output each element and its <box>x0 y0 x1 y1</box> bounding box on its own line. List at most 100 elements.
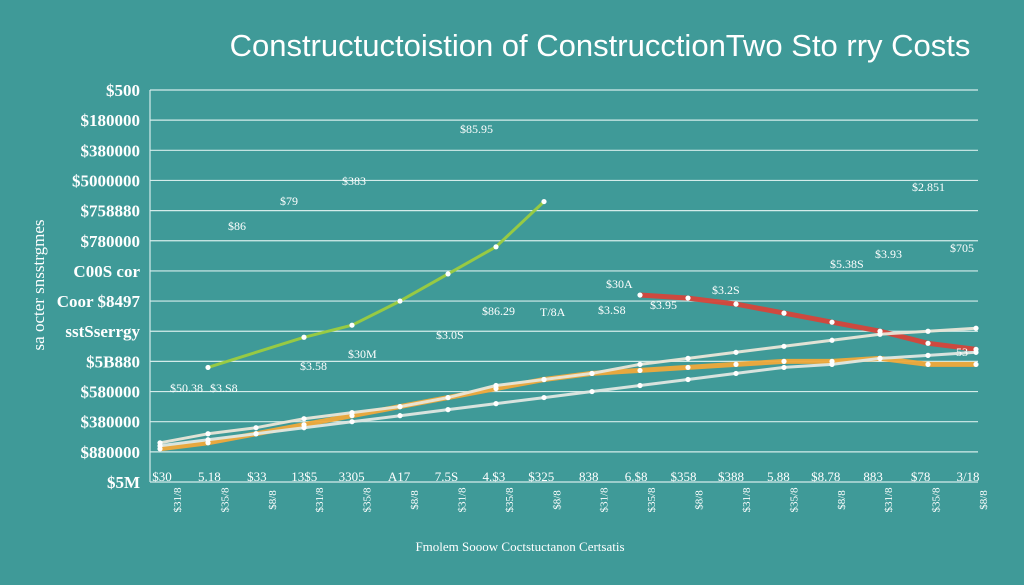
data-annotation: $3.2S <box>712 283 740 297</box>
series-point <box>781 343 787 349</box>
data-annotation: $705 <box>950 241 974 255</box>
chart-title: Constructuctoistion of ConstrucctionTwo … <box>230 28 971 63</box>
data-annotation: $3.S8 <box>598 303 626 317</box>
y-tick-label: $5B880 <box>86 352 140 371</box>
x-sub-label: $35/8 <box>504 487 516 513</box>
series-point <box>733 361 739 367</box>
data-annotation: $383 <box>342 174 366 188</box>
series-point <box>253 431 259 437</box>
x-sub-label: $35/8 <box>646 487 658 513</box>
data-annotation: $85.95 <box>460 122 493 136</box>
x-tick-label: $78 <box>911 469 931 484</box>
y-tick-label: $880000 <box>81 443 141 462</box>
series-point <box>829 337 835 343</box>
y-tick-label: $758880 <box>81 202 141 221</box>
y-tick-label: $5M <box>107 473 140 492</box>
x-sub-label: $8/8 <box>694 490 706 510</box>
data-annotation: T/8A <box>540 305 566 319</box>
data-annotation: $79 <box>280 194 298 208</box>
series-point <box>925 340 931 346</box>
y-tick-label: sstSserrgy <box>65 322 140 341</box>
series-point <box>493 401 499 407</box>
x-tick-label: 3305 <box>339 469 365 484</box>
series-line <box>207 200 546 369</box>
data-annotation: $3.58 <box>300 359 327 373</box>
x-tick-label: $8.78 <box>811 469 840 484</box>
series-point <box>349 419 355 425</box>
series-point <box>733 301 739 307</box>
series-line <box>159 326 977 445</box>
series-point <box>301 416 307 422</box>
series-point <box>925 361 931 367</box>
y-tick-label: $380000 <box>81 141 141 160</box>
x-tick-label: $30 <box>152 469 172 484</box>
series-point <box>349 410 355 416</box>
series-point <box>781 310 787 316</box>
series-point <box>589 370 595 377</box>
series-point <box>445 394 451 401</box>
series-point <box>781 364 787 371</box>
series-point <box>301 425 307 431</box>
x-sub-label: $8/8 <box>836 490 848 510</box>
x-tick-label: 13$5 <box>291 469 317 484</box>
series-point <box>877 355 883 361</box>
data-annotation: $3.93 <box>875 247 902 261</box>
x-tick-label: 5.18 <box>198 469 221 484</box>
series-point <box>589 388 595 395</box>
data-annotation: $30A <box>606 277 633 291</box>
data-annotation: $3.95 <box>650 298 677 312</box>
data-annotation: $30M <box>348 347 377 361</box>
series-point <box>445 407 451 413</box>
y-tick-labels: $500 $180000 $380000 $5000000 $758880 $780000… <box>57 81 141 492</box>
data-annotation: $2.851 <box>912 180 945 194</box>
data-annotation: $3.S8 <box>210 381 238 395</box>
y-tick-label: $500 <box>106 81 140 100</box>
series-point <box>397 413 403 419</box>
x-tick-label: 7.5S <box>435 469 458 484</box>
y-axis-label: sa octer snsstrgmes <box>29 220 48 351</box>
x-tick-label: 838 <box>579 469 599 484</box>
series-point <box>733 349 739 355</box>
x-tick-label: 5.88 <box>767 469 790 484</box>
x-tick-label: $325 <box>528 469 554 484</box>
series-point <box>493 382 499 389</box>
series-point <box>973 361 979 367</box>
series-point <box>205 431 211 437</box>
x-sub-label: $31/8 <box>599 487 611 513</box>
data-annotation: $50.38 <box>170 381 203 395</box>
x-sub-label: $8/8 <box>267 490 279 510</box>
series-layer <box>157 198 979 452</box>
series-point <box>685 295 691 301</box>
data-annotation: 53 <box>956 345 968 359</box>
series-point <box>685 364 691 371</box>
x-sub-label: $31/8 <box>741 487 753 513</box>
x-tick-label: A17 <box>388 469 411 484</box>
series-line <box>159 350 977 448</box>
x-sub-label: $31/8 <box>314 487 326 513</box>
x-tick-labels: $30 5.18 $33 13$5 3305 A17 7.5S 4.$3 $325 838 6.$8… <box>152 469 990 513</box>
series-point <box>397 404 403 410</box>
x-tick-label: 883 <box>863 469 883 484</box>
series-point <box>205 364 211 371</box>
y-tick-label: $5000000 <box>72 171 140 190</box>
y-tick-label: $580000 <box>81 383 141 402</box>
y-tick-label: Coor $8497 <box>57 292 141 311</box>
y-tick-label: $180000 <box>81 111 141 130</box>
y-tick-label: $780000 <box>81 232 141 251</box>
series-line <box>159 355 976 452</box>
annotations: $85.95 $383 $79 $86 $2.851 $30A $3.S8 $3.2S T/8A… <box>170 122 974 395</box>
x-sub-label: $8/8 <box>978 490 990 510</box>
series-point <box>301 334 307 340</box>
series-point <box>973 325 979 331</box>
data-annotation: $5.38S <box>830 257 864 271</box>
y-tick-label: $380000 <box>81 413 141 432</box>
x-sub-label: $31/8 <box>172 487 184 513</box>
x-tick-label: $358 <box>671 469 697 484</box>
series-point <box>349 322 355 328</box>
series-point <box>541 376 547 383</box>
series-point <box>205 437 211 443</box>
series-point <box>637 382 643 389</box>
x-tick-label: 3/18 <box>956 469 979 484</box>
series-point <box>637 361 643 367</box>
